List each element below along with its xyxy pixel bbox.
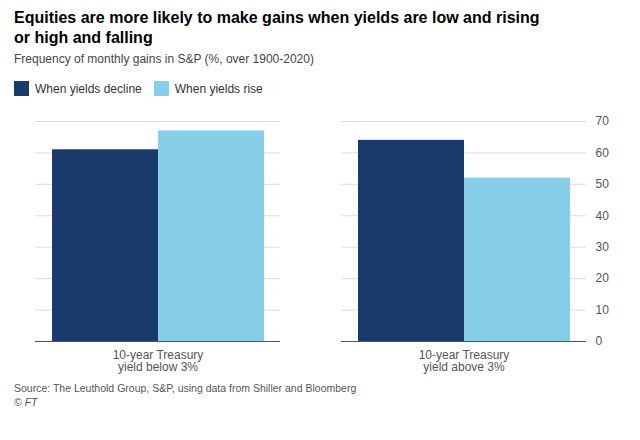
svg-text:10: 10 bbox=[596, 303, 610, 317]
html-text:© FT: © FT bbox=[14, 396, 38, 409]
svg-text:50: 50 bbox=[596, 177, 610, 191]
svg-text:60: 60 bbox=[596, 146, 610, 160]
html-text:Equities are more likely to ma: Equities are more likely to make gains w… bbox=[14, 9, 540, 26]
svg-text:20: 20 bbox=[596, 271, 610, 285]
html-text:When yields rise: When yields rise bbox=[174, 81, 263, 96]
svg-text:10-year Treasuryyield below 3%: 10-year Treasuryyield below 3% bbox=[113, 348, 204, 374]
svg-text:40: 40 bbox=[596, 209, 610, 223]
svg-text:70: 70 bbox=[596, 114, 610, 128]
html-text:or high and falling: or high and falling bbox=[14, 29, 153, 46]
html-text:When yields decline: When yields decline bbox=[35, 81, 142, 96]
svg-text:0: 0 bbox=[596, 334, 603, 348]
html-text:Source: The Leuthold Group, S&: Source: The Leuthold Group, S&P, using d… bbox=[14, 382, 357, 394]
html-text:Frequency of monthly gains in: Frequency of monthly gains in S&P (%, ov… bbox=[14, 52, 314, 66]
svg-text:30: 30 bbox=[596, 240, 610, 254]
svg-text:10-year Treasuryyield above 3%: 10-year Treasuryyield above 3% bbox=[419, 348, 510, 374]
